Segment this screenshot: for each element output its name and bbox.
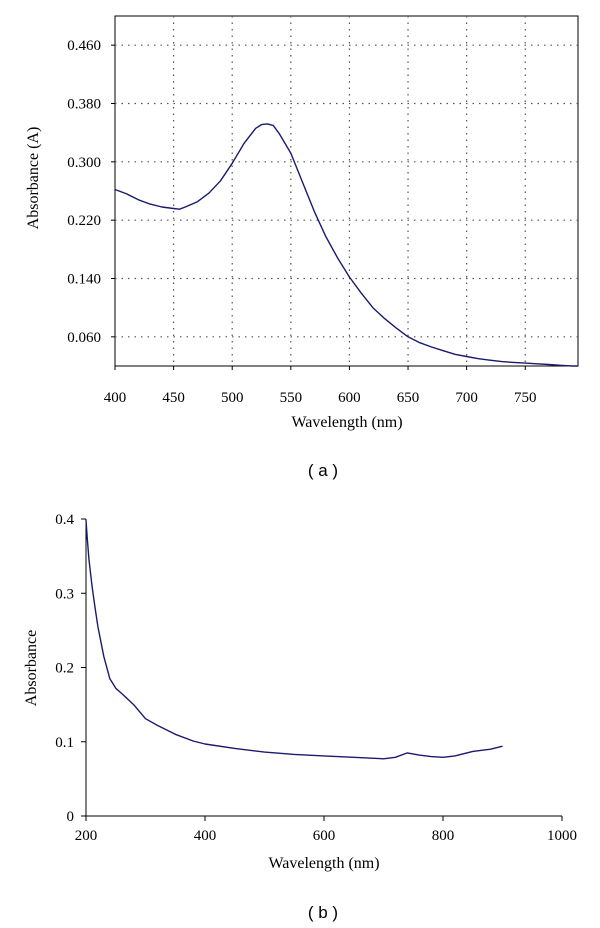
chart-a: 400 450 500 550 600 650 700 750 0.060 0.140 0.220 0… <box>25 15 579 480</box>
chart-a-y-tick-label: 0.300 <box>67 155 101 171</box>
chart-a-y-tick-label: 0.060 <box>67 330 101 346</box>
chart-b-panel-label: ( b ) <box>308 903 338 922</box>
chart-a-x-tick-label: 550 <box>280 390 303 406</box>
chart-b-y-tick-label: 0.4 <box>55 512 74 528</box>
chart-a-y-axis-label: Absorbance (A) <box>25 127 42 230</box>
chart-a-ticks: 400 450 500 550 600 650 700 750 0.060 0.140 0.220 0… <box>67 38 536 406</box>
chart-b-x-tick-label: 800 <box>432 828 455 844</box>
chart-a-y-tick-label: 0.460 <box>67 38 101 54</box>
chart-a-x-tick-label: 400 <box>104 390 127 406</box>
chart-a-y-tick-label: 0.220 <box>67 213 101 229</box>
chart-b-ticks: 200 400 600 800 1000 0 0.1 0.2 0.3 0.4 <box>55 512 577 844</box>
chart-b-y-tick-label: 0 <box>67 809 75 825</box>
chart-b-y-tick-label: 0.1 <box>55 735 74 751</box>
chart-a-x-axis-label: Wavelength (nm) <box>291 414 402 431</box>
chart-b-y-tick-label: 0.2 <box>55 661 74 677</box>
chart-a-series <box>114 123 578 367</box>
chart-a-y-tick-label: 0.140 <box>67 272 101 288</box>
chart-b-x-tick-label: 1000 <box>547 828 577 844</box>
chart-b-x-axis-label: Wavelength (nm) <box>268 855 379 872</box>
chart-b-y-axis-label: Absorbance <box>23 630 40 706</box>
chart-b-x-tick-label: 600 <box>313 828 336 844</box>
chart-b: 200 400 600 800 1000 0 0.1 0.2 0.3 0.4 Wavelength… <box>23 512 577 922</box>
chart-b-x-tick-label: 200 <box>75 828 98 844</box>
chart-a-gridlines <box>115 16 578 366</box>
chart-a-panel-label: ( a ) <box>308 461 338 480</box>
chart-b-x-tick-label: 400 <box>194 828 217 844</box>
chart-a-y-tick-label: 0.380 <box>67 97 101 113</box>
chart-b-series <box>85 519 503 760</box>
chart-a-x-tick-label: 500 <box>221 390 244 406</box>
chart-b-y-tick-label: 0.3 <box>55 586 74 602</box>
chart-b-series-line <box>85 519 503 760</box>
chart-a-plot-frame <box>114 15 579 367</box>
chart-a-x-tick-label: 650 <box>397 390 420 406</box>
chart-a-x-tick-label: 600 <box>338 390 361 406</box>
chart-a-x-tick-label: 700 <box>455 390 478 406</box>
chart-a-series-line <box>114 123 578 367</box>
chart-a-x-tick-label: 450 <box>162 390 185 406</box>
chart-a-x-tick-label: 750 <box>514 390 537 406</box>
